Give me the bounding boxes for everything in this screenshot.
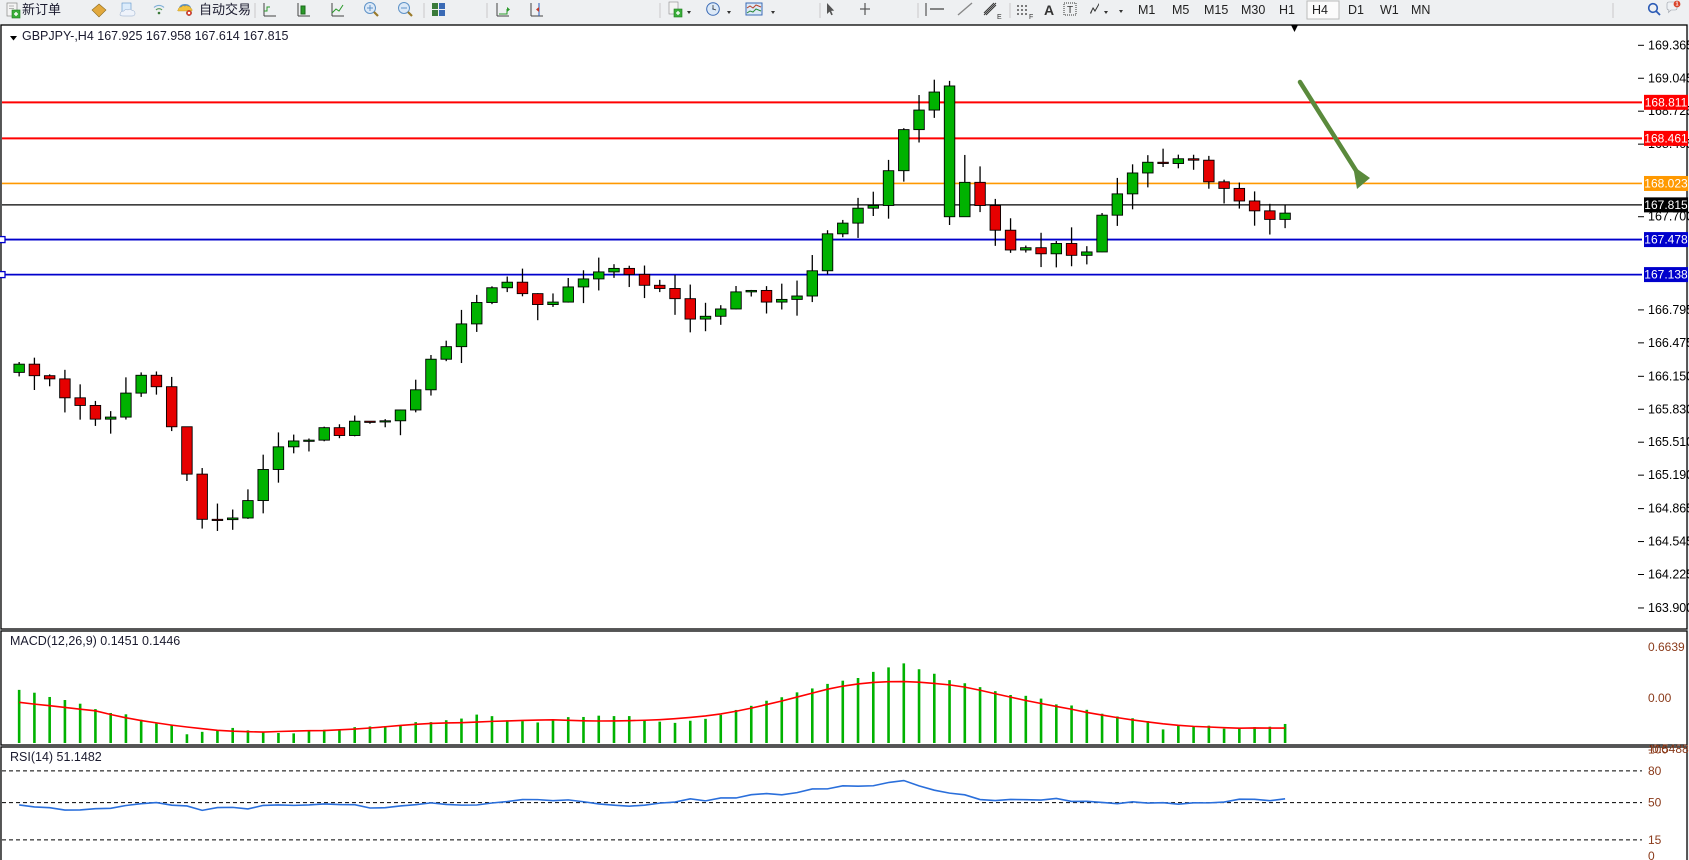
- svg-text:MACD(12,26,9) 0.1451 0.1446: MACD(12,26,9) 0.1451 0.1446: [10, 634, 180, 648]
- svg-text:M15: M15: [1204, 3, 1228, 17]
- svg-text:W1: W1: [1380, 3, 1399, 17]
- svg-text:164.865: 164.865: [1648, 502, 1689, 516]
- svg-text:RSI(14) 51.1482: RSI(14) 51.1482: [10, 750, 102, 764]
- svg-text:GBPJPY-,H4 167.925 167.958 16: GBPJPY-,H4 167.925 167.958 167.614 167.8…: [22, 29, 288, 43]
- svg-text:165.510: 165.510: [1648, 435, 1689, 449]
- svg-text:165.190: 165.190: [1648, 468, 1689, 482]
- svg-text:T: T: [1067, 5, 1073, 16]
- svg-text:15: 15: [1648, 833, 1662, 847]
- svg-text:169.365: 169.365: [1648, 38, 1689, 52]
- svg-text:A: A: [1044, 2, 1054, 18]
- svg-text:166.150: 166.150: [1648, 369, 1689, 383]
- svg-text:168.811: 168.811: [1645, 95, 1688, 109]
- svg-text:M1: M1: [1138, 3, 1155, 17]
- svg-text:167.478: 167.478: [1644, 233, 1688, 247]
- svg-text:165.830: 165.830: [1648, 402, 1689, 416]
- svg-text:D1: D1: [1348, 3, 1364, 17]
- svg-text:166.475: 166.475: [1648, 336, 1689, 350]
- svg-text:164.225: 164.225: [1648, 568, 1689, 582]
- svg-text:0.6639: 0.6639: [1648, 640, 1685, 654]
- svg-text:163.900: 163.900: [1648, 601, 1689, 615]
- svg-text:M5: M5: [1172, 3, 1189, 17]
- svg-text:M30: M30: [1241, 3, 1265, 17]
- svg-text:169.045: 169.045: [1648, 71, 1689, 85]
- svg-text:1: 1: [1675, 2, 1678, 8]
- svg-text:自动交易: 自动交易: [199, 2, 251, 17]
- svg-text:80: 80: [1648, 764, 1662, 778]
- svg-text:H1: H1: [1279, 3, 1295, 17]
- svg-text:168.461: 168.461: [1644, 131, 1688, 145]
- svg-text:168.023: 168.023: [1644, 176, 1688, 190]
- svg-text:167.138: 167.138: [1644, 268, 1688, 282]
- svg-text:50: 50: [1648, 796, 1662, 810]
- svg-text:0: 0: [1648, 849, 1655, 860]
- svg-text:164.545: 164.545: [1648, 535, 1689, 549]
- svg-text:100: 100: [1648, 743, 1668, 757]
- svg-text:E: E: [997, 14, 1002, 21]
- svg-text:0.00: 0.00: [1648, 691, 1672, 705]
- svg-text:166.795: 166.795: [1648, 303, 1689, 317]
- svg-text:新订单: 新订单: [22, 2, 61, 17]
- svg-text:H4: H4: [1312, 3, 1328, 17]
- svg-text:MN: MN: [1411, 3, 1430, 17]
- svg-text:167.815: 167.815: [1644, 198, 1688, 212]
- svg-text:F: F: [1029, 14, 1033, 21]
